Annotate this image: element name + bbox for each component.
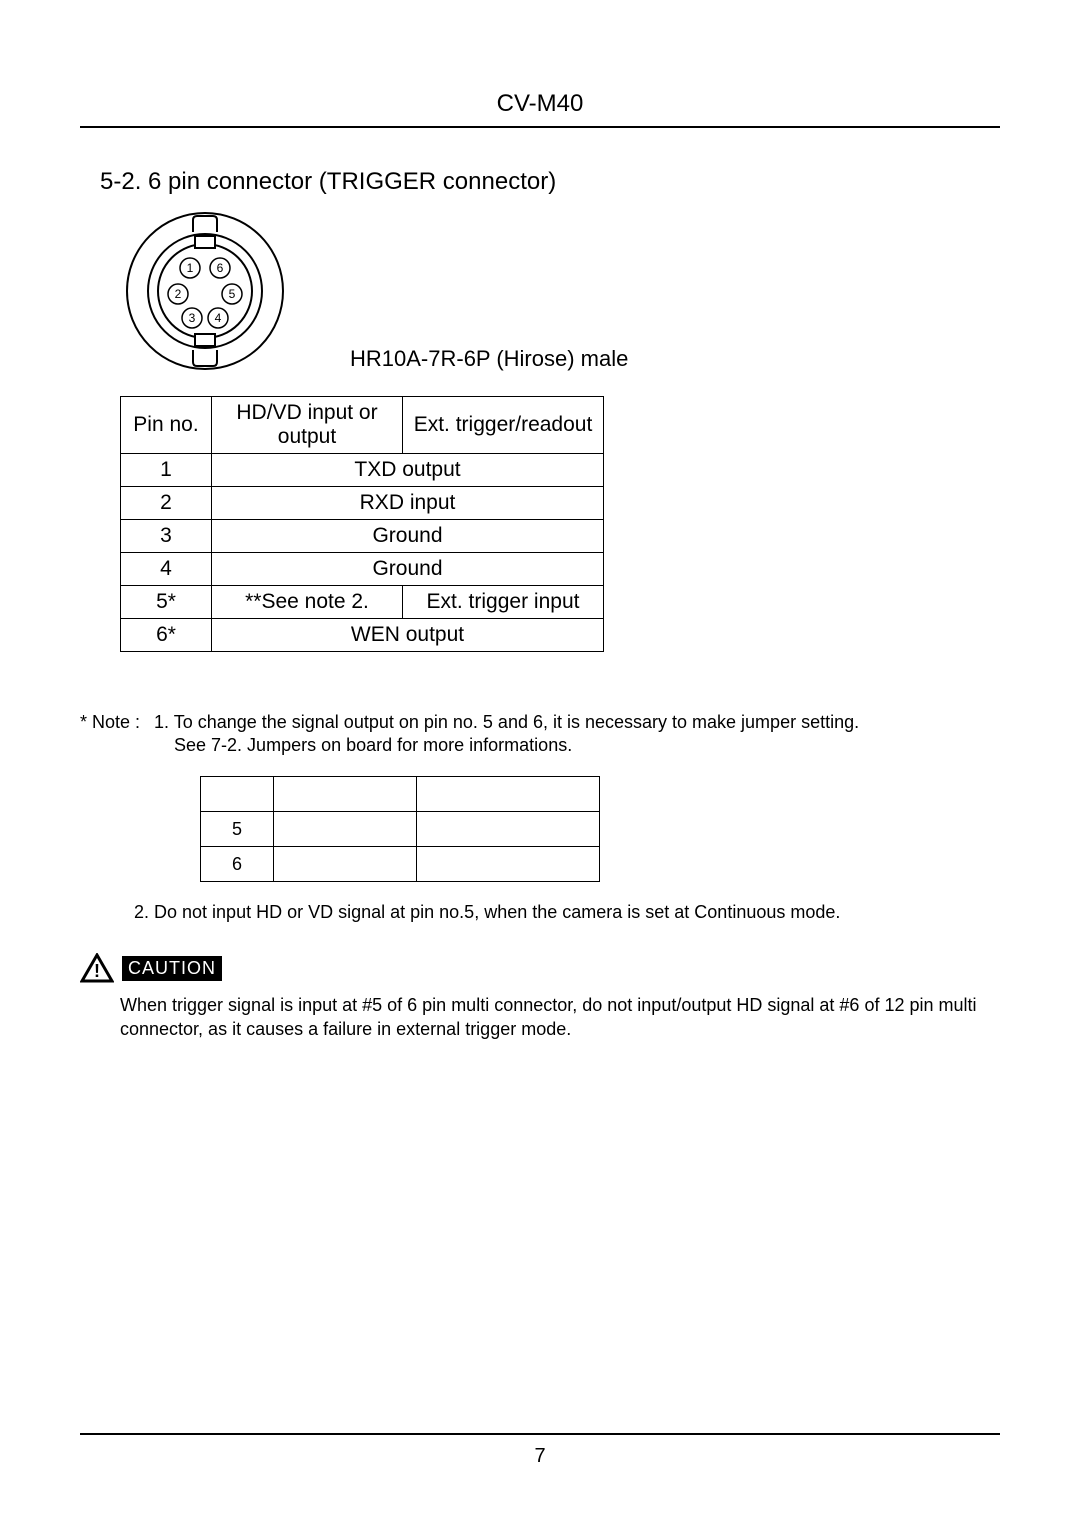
th-pin: Pin no.: [121, 397, 212, 454]
th-mode1: HD/VD input or output: [212, 397, 403, 454]
page: CV-M40 5-2. 6 pin connector (TRIGGER con…: [0, 0, 1080, 1528]
note-2: 2. Do not input HD or VD signal at pin n…: [134, 902, 1000, 923]
table-header-row: Pin no. HD/VD input or output Ext. trigg…: [121, 397, 604, 454]
page-number: 7: [80, 1445, 1000, 1468]
cell-pin: 3: [121, 520, 212, 553]
section-heading: 5-2. 6 pin connector (TRIGGER connector): [100, 168, 1000, 196]
svg-text:1: 1: [187, 261, 194, 275]
cell: 6: [201, 847, 274, 882]
cell-pin: 2: [121, 487, 212, 520]
th-mode2: Ext. trigger/readout: [403, 397, 604, 454]
svg-text:2: 2: [175, 287, 182, 301]
connector-label: HR10A-7R-6P (Hirose) male: [350, 346, 628, 372]
connector-row: 1 6 2 5 3 4 HR10A-7R-6P (Hirose) male: [120, 206, 1000, 376]
doc-title: CV-M40: [80, 90, 1000, 118]
note-2-text: 2. Do not input HD or VD signal at pin n…: [134, 902, 840, 922]
table-row: 6: [201, 847, 600, 882]
divider-top: [80, 126, 1000, 128]
footer: 7: [80, 1433, 1000, 1468]
svg-text:!: !: [94, 961, 100, 981]
pin-table: Pin no. HD/VD input or output Ext. trigg…: [120, 396, 604, 652]
cell-pin: 5*: [121, 586, 212, 619]
cell-value: Ground: [212, 520, 604, 553]
cell: [274, 812, 417, 847]
cell: [417, 847, 600, 882]
cell-v2: Ext. trigger input: [403, 586, 604, 619]
table-row: 5* **See note 2. Ext. trigger input: [121, 586, 604, 619]
connector-diagram: 1 6 2 5 3 4: [120, 206, 290, 376]
table-row: 5: [201, 812, 600, 847]
note-1a: 1. To change the signal output on pin no…: [154, 712, 859, 732]
table-row: 2 RXD input: [121, 487, 604, 520]
cell: [274, 847, 417, 882]
notes-block: * Note :1. To change the signal output o…: [80, 712, 1000, 756]
cell: [417, 812, 600, 847]
caution-badge: CAUTION: [122, 956, 222, 981]
note-1-line-2: See 7-2. Jumpers on board for more infor…: [80, 735, 1000, 756]
table-row: 1 TXD output: [121, 454, 604, 487]
cell: [274, 777, 417, 812]
cell-v1: **See note 2.: [212, 586, 403, 619]
jumper-table: 5 6: [200, 776, 600, 882]
caution-text: When trigger signal is input at #5 of 6 …: [120, 993, 1000, 1042]
divider-bottom: [80, 1433, 1000, 1435]
cell-value: Ground: [212, 553, 604, 586]
note-prefix: * Note :: [80, 712, 154, 733]
svg-text:3: 3: [189, 311, 196, 325]
svg-text:5: 5: [229, 287, 236, 301]
table-row: 3 Ground: [121, 520, 604, 553]
table-row: 4 Ground: [121, 553, 604, 586]
note-indent: [80, 735, 174, 756]
cell: [201, 777, 274, 812]
cell-value: WEN output: [212, 619, 604, 652]
caution-row: ! CAUTION: [80, 953, 1000, 983]
cell: 5: [201, 812, 274, 847]
table-row: 6* WEN output: [121, 619, 604, 652]
cell-value: TXD output: [212, 454, 604, 487]
cell-pin: 6*: [121, 619, 212, 652]
cell-value: RXD input: [212, 487, 604, 520]
svg-text:6: 6: [217, 261, 224, 275]
note-1-line-1: * Note :1. To change the signal output o…: [80, 712, 1000, 733]
table-row: [201, 777, 600, 812]
note-1b: See 7-2. Jumpers on board for more infor…: [174, 735, 572, 755]
warning-icon: !: [80, 953, 114, 983]
cell-pin: 4: [121, 553, 212, 586]
cell: [417, 777, 600, 812]
cell-pin: 1: [121, 454, 212, 487]
svg-text:4: 4: [215, 311, 222, 325]
